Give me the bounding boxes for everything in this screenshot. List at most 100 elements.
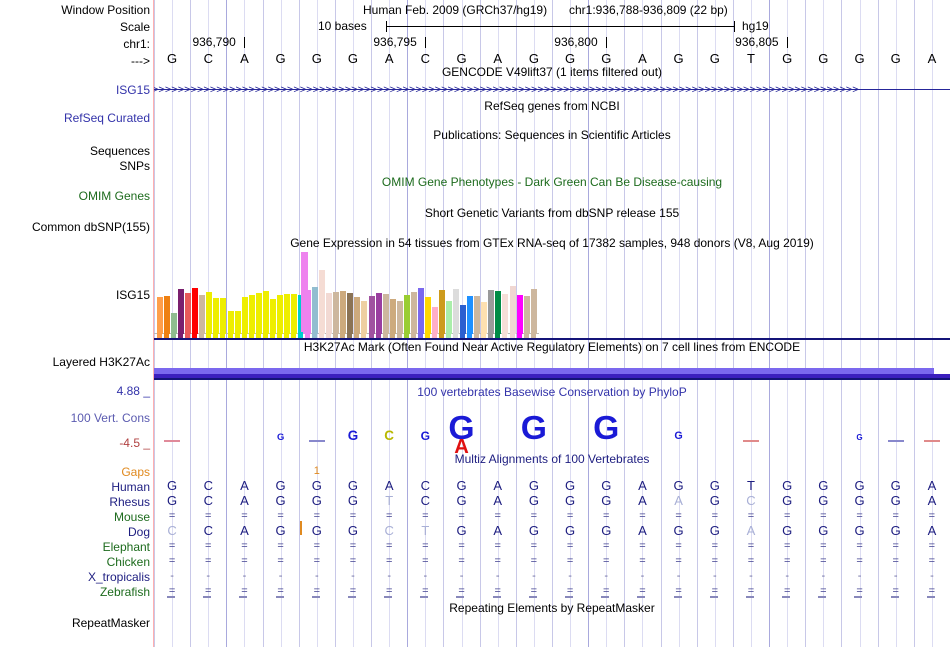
phylop-caption[interactable]: 100 vertebrates Basewise Conservation by… xyxy=(417,385,687,399)
gtex-tissue-bar[interactable] xyxy=(220,298,227,334)
track-label-species-xtropicalis[interactable]: X_tropicalis xyxy=(87,570,150,584)
conservation-logo-letter[interactable]: G xyxy=(276,431,285,442)
track-label-isg15-gtex[interactable]: ISG15 xyxy=(115,288,150,302)
gtex-tissue-bar[interactable] xyxy=(157,296,163,334)
gtex-tissue-bar[interactable] xyxy=(523,295,530,334)
track-label-species-chicken[interactable]: Chicken xyxy=(106,555,150,569)
gtex-tissue-bar[interactable] xyxy=(326,292,333,334)
repeat-element-mark[interactable] xyxy=(347,596,356,598)
gtex-tissue-bar[interactable] xyxy=(368,295,375,334)
gtex-tissue-bar[interactable] xyxy=(185,292,192,334)
conservation-logo-letter[interactable]: A xyxy=(454,436,469,458)
track-label-isg15-gencode[interactable]: ISG15 xyxy=(115,83,150,97)
gtex-tissue-bar[interactable] xyxy=(474,295,481,334)
gtex-tissue-bar[interactable] xyxy=(530,288,537,334)
gtex-tissue-bar[interactable] xyxy=(424,296,431,334)
gtex-tissue-bar[interactable] xyxy=(396,301,403,334)
track-label-species-rhesus[interactable]: Rhesus xyxy=(109,495,150,509)
conservation-logo-letter[interactable]: G xyxy=(593,409,620,447)
repeat-element-mark[interactable] xyxy=(601,596,610,598)
gtex-tissue-bar[interactable] xyxy=(312,286,319,334)
track-data-pane[interactable]: Human Feb. 2009 (GRCh37/hg19) chr1:936,7… xyxy=(154,0,950,647)
gtex-tissue-bar[interactable] xyxy=(319,270,326,334)
gtex-expression-barchart[interactable] xyxy=(154,252,950,334)
gtex-tissue-bar[interactable] xyxy=(248,294,255,334)
conservation-logo-letter[interactable]: G xyxy=(856,433,863,442)
gtex-tissue-bar[interactable] xyxy=(354,296,361,334)
track-label-common-dbsnp[interactable]: Common dbSNP(155) xyxy=(31,220,150,234)
gtex-tissue-bar[interactable] xyxy=(389,299,396,334)
gtex-caption[interactable]: Gene Expression in 54 tissues from GTEx … xyxy=(290,236,814,250)
track-label-species-dog[interactable]: Dog xyxy=(127,525,150,539)
repeat-element-mark[interactable] xyxy=(637,596,646,598)
track-label-strand-arrow[interactable]: ---> xyxy=(131,54,150,68)
gtex-tissue-bar[interactable] xyxy=(431,307,438,334)
refseq-caption[interactable]: RefSeq genes from NCBI xyxy=(484,99,620,113)
repeat-element-mark[interactable] xyxy=(456,596,465,598)
track-label-species-mouse[interactable]: Mouse xyxy=(113,510,150,524)
gtex-tissue-bar[interactable] xyxy=(361,301,368,334)
gtex-tissue-bar[interactable] xyxy=(213,298,220,334)
multiz-caption[interactable]: Multiz Alignments of 100 Vertebrates xyxy=(454,452,650,466)
gtex-tissue-bar[interactable] xyxy=(453,288,460,334)
gtex-tissue-bar[interactable] xyxy=(495,290,502,334)
conservation-low-bar[interactable] xyxy=(887,440,904,442)
gtex-tissue-bar[interactable] xyxy=(206,291,213,334)
track-label-window-position[interactable]: Window Position xyxy=(61,3,150,17)
gtex-tissue-bar[interactable] xyxy=(460,305,467,334)
gtex-tissue-bar[interactable] xyxy=(488,289,495,334)
conservation-low-bar[interactable] xyxy=(308,440,325,442)
repeat-element-mark[interactable] xyxy=(565,596,573,598)
gtex-tissue-bar[interactable] xyxy=(171,313,178,334)
repeat-element-mark[interactable] xyxy=(492,596,501,598)
track-label-refseq-curated[interactable]: RefSeq Curated xyxy=(63,111,150,125)
alignment-row-x_tropicalis[interactable]: ---------------------- xyxy=(154,568,950,584)
repeat-element-mark[interactable] xyxy=(745,596,754,598)
conservation-low-bar[interactable] xyxy=(742,440,760,442)
repeat-element-mark[interactable] xyxy=(167,596,175,598)
repeat-element-mark[interactable] xyxy=(203,596,212,598)
gtex-tissue-bar[interactable] xyxy=(164,295,171,334)
alignment-row-elephant[interactable]: = = = = = = = = = = = = = = = = = = = = = = xyxy=(154,538,950,554)
gtex-tissue-bar[interactable] xyxy=(333,291,340,334)
gtex-tissue-bar[interactable] xyxy=(269,299,276,334)
repeat-element-mark[interactable] xyxy=(890,596,899,598)
gtex-tissue-bar[interactable] xyxy=(410,291,417,334)
gtex-tissue-bar[interactable] xyxy=(502,293,509,334)
conservation-logo-letter[interactable]: G xyxy=(347,428,359,443)
gtex-tissue-bar[interactable] xyxy=(255,292,262,334)
alignment-row-chicken[interactable]: = = = = = = = = = = = = = = = = = = = = = = xyxy=(154,553,950,569)
conservation-logo-letter[interactable]: G xyxy=(520,409,547,447)
conservation-logo-letter[interactable]: C xyxy=(384,428,395,443)
conservation-logo-letter[interactable]: G xyxy=(448,409,475,447)
gtex-tissue-bar[interactable] xyxy=(375,292,382,334)
track-label-species-human[interactable]: Human xyxy=(111,480,150,494)
track-label-scale[interactable]: Scale xyxy=(119,20,150,34)
gtex-tissue-bar[interactable] xyxy=(241,296,248,334)
track-label-repeatmasker[interactable]: RepeatMasker xyxy=(71,616,150,630)
gencode-caption[interactable]: GENCODE V49lift37 (1 items filtered out) xyxy=(441,65,663,79)
gtex-tissue-bar[interactable] xyxy=(467,295,474,334)
omim-caption[interactable]: OMIM Gene Phenotypes - Dark Green Can Be… xyxy=(381,175,723,189)
gtex-tissue-bar[interactable] xyxy=(192,287,199,334)
track-label-species-elephant[interactable]: Elephant xyxy=(102,540,150,554)
track-label-species-zebrafish[interactable]: Zebrafish xyxy=(99,585,150,599)
repeat-element-mark[interactable] xyxy=(239,596,248,598)
repeatmasker-row[interactable] xyxy=(154,596,950,602)
gtex-tissue-bar[interactable] xyxy=(347,292,354,334)
conservation-low-bar[interactable] xyxy=(164,440,181,442)
repeat-element-mark[interactable] xyxy=(673,596,682,598)
track-label-layered-h3k27ac[interactable]: Layered H3K27Ac xyxy=(52,355,150,369)
gtex-tissue-bar[interactable] xyxy=(340,290,347,334)
track-label-cons-min[interactable]: -4.5 _ xyxy=(119,436,150,450)
gtex-tissue-bar[interactable] xyxy=(417,287,424,334)
track-label-chrom[interactable]: chr1: xyxy=(123,37,150,51)
gtex-tissue-bar[interactable] xyxy=(227,311,234,334)
track-label-cons-track[interactable]: 100 Vert. Cons xyxy=(70,411,150,425)
gtex-tissue-bar[interactable] xyxy=(446,301,453,334)
gtex-tissue-bar[interactable] xyxy=(481,302,488,334)
repeat-element-mark[interactable] xyxy=(384,596,393,598)
